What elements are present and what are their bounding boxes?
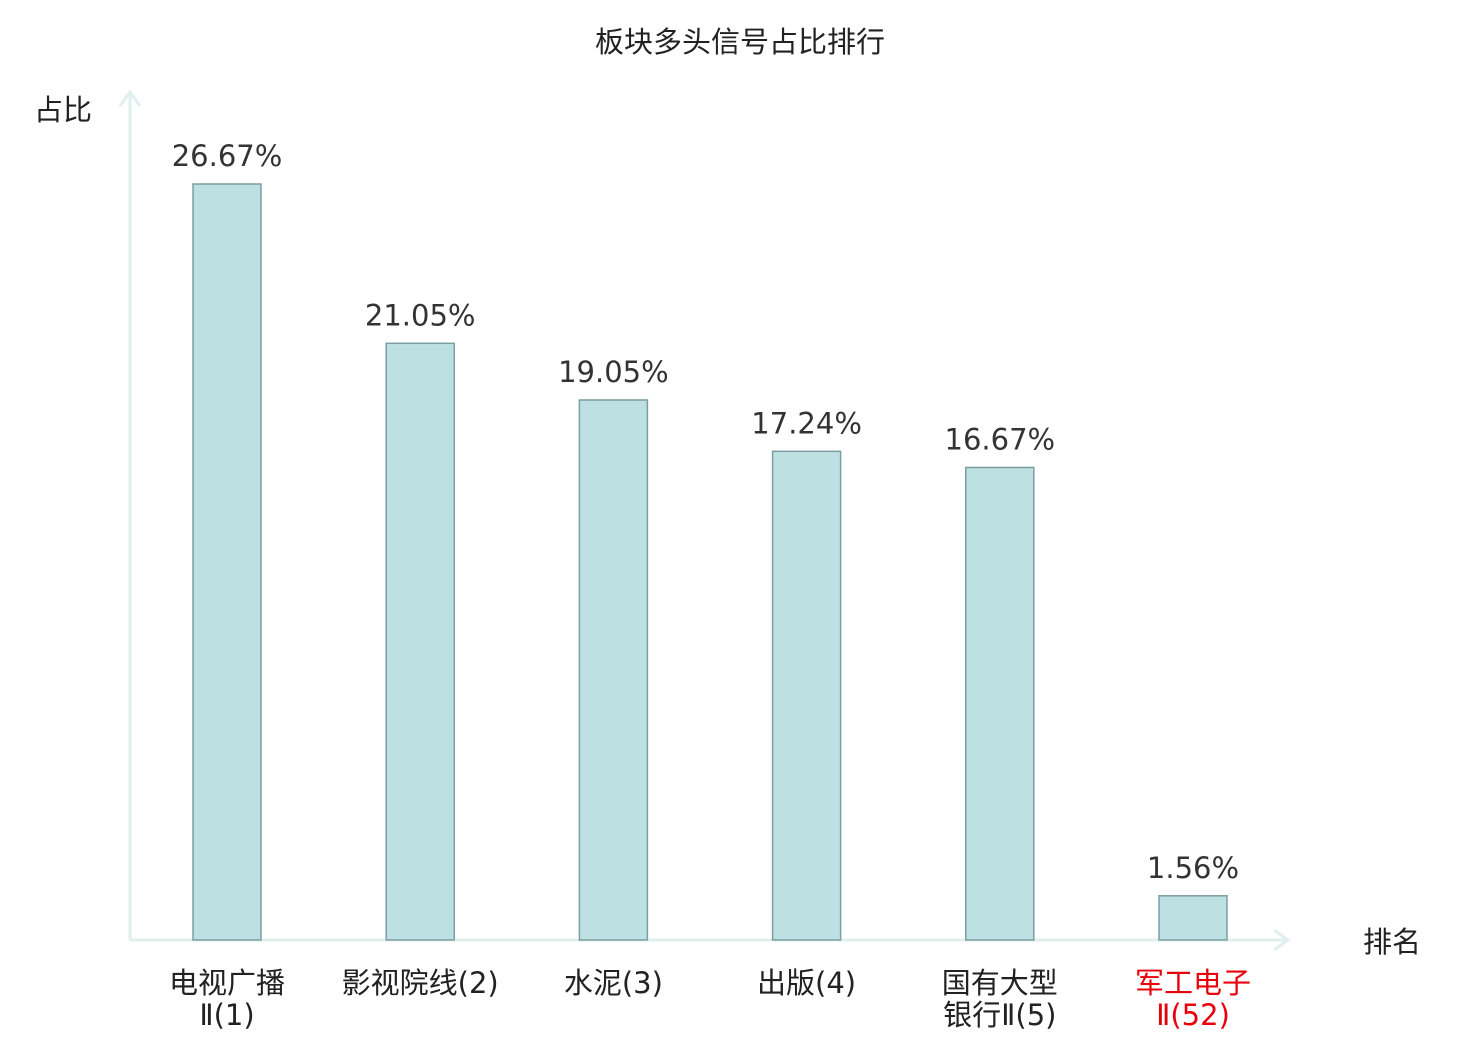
value-label-3: 19.05% — [558, 355, 669, 389]
value-labels-group: 26.67% 21.05% 19.05% 17.24% 16.67% 1.56% — [172, 139, 1239, 885]
category-label-line: Ⅱ(1) — [199, 998, 254, 1032]
category-label-line: 水泥(3) — [564, 966, 663, 1000]
chart-title: 板块多头信号占比排行 — [595, 25, 885, 59]
category-label-line: 电视广播 — [169, 966, 285, 1000]
category-label-line: Ⅱ(52) — [1156, 998, 1230, 1032]
category-label-line: 银行Ⅱ(5) — [943, 998, 1056, 1032]
x-axis — [130, 928, 1291, 952]
value-label-6: 1.56% — [1147, 851, 1239, 885]
category-label-line: 出版(4) — [757, 966, 856, 1000]
category-label-5: 国有大型银行Ⅱ(5) — [942, 966, 1058, 1032]
bar-6 — [1158, 895, 1228, 941]
bar-4 — [771, 450, 842, 941]
category-label-line: 国有大型 — [942, 966, 1058, 1000]
category-label-line: 军工电子 — [1135, 966, 1251, 1000]
y-axis — [118, 89, 142, 940]
bar-1 — [192, 183, 262, 941]
value-label-2: 21.05% — [365, 298, 476, 332]
category-label-1: 电视广播 Ⅱ(1) — [169, 966, 285, 1032]
category-label-6: 军工电子 Ⅱ(52) — [1135, 966, 1251, 1032]
bar-2 — [385, 342, 455, 941]
bar-3 — [578, 399, 649, 941]
category-label-line: 影视院线(2) — [342, 966, 499, 1000]
value-label-1: 26.67% — [172, 139, 283, 173]
category-label-3: 水泥(3) — [564, 966, 663, 1000]
value-label-4: 17.24% — [751, 406, 862, 440]
x-axis-label: 排名 — [1363, 925, 1421, 959]
bar-5 — [965, 466, 1035, 941]
category-label-2: 影视院线(2) — [342, 966, 499, 1000]
category-labels-group: 电视广播 Ⅱ(1)影视院线(2) 水泥(3) 出版(4) 国有大型银行Ⅱ(5)军工电子 Ⅱ… — [169, 966, 1251, 1032]
y-axis-label: 占比 — [34, 93, 92, 127]
category-label-4: 出版(4) — [757, 966, 856, 1000]
bars-group — [192, 183, 1228, 941]
value-label-5: 16.67% — [945, 422, 1056, 456]
